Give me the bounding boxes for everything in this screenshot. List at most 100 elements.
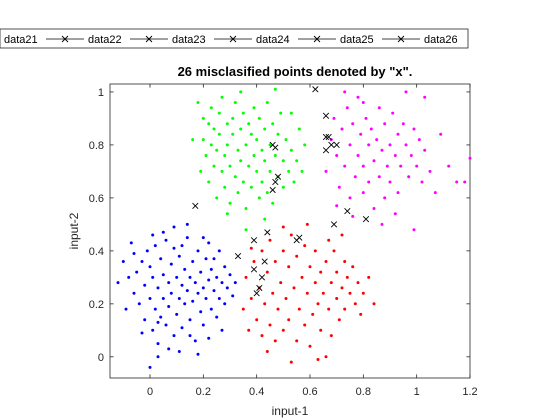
legend[interactable]: data21 data22 data23 data24 data25 data26 bbox=[0, 28, 469, 49]
scatter-point-cluster-4 bbox=[335, 154, 339, 157]
scatter-point-cluster-4 bbox=[332, 116, 336, 120]
scatter-point-cluster-3 bbox=[327, 307, 331, 311]
scatter-point-cluster-2 bbox=[255, 169, 259, 173]
x-axis-label: input-1 bbox=[272, 404, 309, 418]
scatter-point-cluster-4 bbox=[415, 164, 419, 168]
scatter-point-cluster-2 bbox=[268, 169, 272, 173]
scatter-point-cluster-4 bbox=[359, 132, 363, 136]
scatter-point-cluster-1 bbox=[151, 275, 155, 279]
scatter-point-cluster-3 bbox=[281, 225, 285, 229]
scatter-point-cluster-3 bbox=[244, 275, 248, 279]
scatter-point-cluster-2 bbox=[220, 95, 224, 99]
scatter-point-cluster-1 bbox=[199, 310, 203, 314]
scatter-point-cluster-4 bbox=[393, 154, 397, 157]
misclassified-marker bbox=[322, 112, 330, 119]
scatter-point-cluster-2 bbox=[217, 132, 221, 136]
scatter-point-cluster-2 bbox=[239, 90, 243, 94]
scatter-point-cluster-3 bbox=[351, 265, 355, 269]
scatter-point-cluster-4 bbox=[396, 132, 400, 136]
scatter-point-cluster-2 bbox=[252, 154, 256, 157]
scatter-point-cluster-1 bbox=[161, 297, 165, 300]
scatter-point-cluster-4 bbox=[343, 90, 347, 94]
scatter-point-cluster-1 bbox=[127, 275, 131, 279]
scatter-point-cluster-3 bbox=[340, 286, 344, 290]
scatter-point-cluster-2 bbox=[220, 169, 224, 173]
scatter-point-cluster-4 bbox=[372, 159, 376, 163]
scatter-point-cluster-2 bbox=[244, 207, 248, 210]
scatter-point-cluster-1 bbox=[132, 252, 136, 255]
scatter-point-cluster-4 bbox=[372, 207, 376, 210]
scatter-point-cluster-4 bbox=[380, 222, 384, 226]
scatter-point-cluster-3 bbox=[279, 281, 283, 285]
scatter-point-cluster-3 bbox=[329, 281, 333, 285]
legend-entry-data22: data22 bbox=[88, 34, 122, 46]
chart-title: 26 misclasified points denoted by "x". bbox=[178, 64, 413, 79]
scatter-point-cluster-1 bbox=[209, 307, 213, 311]
scatter-point-cluster-2 bbox=[303, 143, 307, 147]
scatter-point-cluster-3 bbox=[311, 312, 315, 316]
x-tick-label: 1.2 bbox=[462, 386, 477, 398]
scatter-point-cluster-2 bbox=[204, 154, 208, 157]
scatter-point-cluster-1 bbox=[196, 249, 200, 253]
scatter-point-cluster-3 bbox=[327, 238, 331, 242]
scatter-point-cluster-1 bbox=[193, 281, 197, 285]
scatter-point-cluster-2 bbox=[233, 175, 237, 179]
scatter-point-cluster-1 bbox=[156, 355, 160, 359]
legend-entry-data26: data26 bbox=[424, 34, 458, 46]
scatter-point-cluster-2 bbox=[241, 111, 245, 115]
scatter-point-cluster-2 bbox=[201, 138, 205, 142]
scatter-point-cluster-1 bbox=[169, 291, 173, 295]
x-tick-label: 1 bbox=[414, 386, 420, 398]
scatter-point-cluster-2 bbox=[297, 127, 301, 131]
scatter-point-cluster-1 bbox=[143, 318, 147, 322]
scatter-point-cluster-4 bbox=[391, 111, 395, 115]
scatter-point-cluster-3 bbox=[345, 275, 349, 279]
legend-marker bbox=[145, 35, 153, 43]
scatter-point-cluster-2 bbox=[287, 169, 291, 173]
scatter-point-cluster-4 bbox=[420, 180, 424, 184]
scatter-point-cluster-4 bbox=[428, 169, 432, 173]
scatter-point-cluster-2 bbox=[199, 169, 203, 173]
scatter-point-cluster-3 bbox=[305, 291, 309, 295]
scatter-point-cluster-3 bbox=[348, 291, 352, 295]
scatter-point-cluster-3 bbox=[305, 222, 309, 226]
scatter-point-cluster-4 bbox=[361, 191, 365, 195]
scatter-point-cluster-3 bbox=[249, 297, 253, 300]
scatter-point-cluster-3 bbox=[316, 302, 320, 306]
scatter-point-cluster-3 bbox=[287, 265, 291, 269]
scatter-point-cluster-4 bbox=[343, 164, 347, 168]
scatter-point-cluster-1 bbox=[172, 246, 176, 250]
scatter-point-cluster-1 bbox=[215, 315, 219, 319]
y-tick-label: 0 bbox=[98, 352, 104, 364]
scatter-point-cluster-3 bbox=[335, 297, 339, 300]
scatter-point-cluster-4 bbox=[377, 175, 381, 179]
scatter-point-cluster-4 bbox=[417, 138, 421, 142]
scatter-point-cluster-1 bbox=[137, 302, 141, 306]
misclassified-marker bbox=[264, 229, 271, 236]
scatter-point-cluster-1 bbox=[164, 238, 168, 242]
scatter-point-cluster-4 bbox=[433, 191, 437, 195]
scatter-point-cluster-1 bbox=[183, 302, 187, 306]
scatter-point-cluster-1 bbox=[159, 315, 163, 319]
scatter-point-cluster-4 bbox=[340, 127, 344, 131]
misclassified-markers bbox=[192, 86, 370, 297]
legend-items: data21 data22 data23 data24 data25 data26 bbox=[4, 34, 458, 46]
scatter-point-cluster-3 bbox=[268, 238, 272, 242]
scatter-point-cluster-2 bbox=[236, 191, 240, 195]
scatter-point-cluster-4 bbox=[393, 212, 397, 216]
scatter-point-cluster-3 bbox=[263, 302, 267, 306]
plot-area[interactable] bbox=[109, 83, 471, 379]
scatter-point-cluster-1 bbox=[156, 342, 160, 346]
scatter-point-cluster-3 bbox=[276, 307, 280, 311]
scatter-point-cluster-1 bbox=[116, 281, 120, 285]
scatter-point-cluster-4 bbox=[364, 116, 368, 120]
scatter-point-cluster-1 bbox=[151, 328, 155, 332]
scatter-point-cluster-4 bbox=[383, 122, 387, 126]
scatter-point-cluster-2 bbox=[263, 127, 267, 131]
scatter-point-cluster-4 bbox=[324, 169, 328, 173]
scatter-point-cluster-2 bbox=[196, 101, 200, 104]
x-tick-label: 0.6 bbox=[302, 386, 317, 398]
scatter-point-cluster-4 bbox=[399, 164, 403, 168]
axis-ticks: 0 0.2 0.4 0.6 0.8 1 1.2 0 0.2 0.4 0.6 0.8 1 bbox=[89, 84, 478, 398]
scatter-point-cluster-2 bbox=[233, 101, 237, 104]
